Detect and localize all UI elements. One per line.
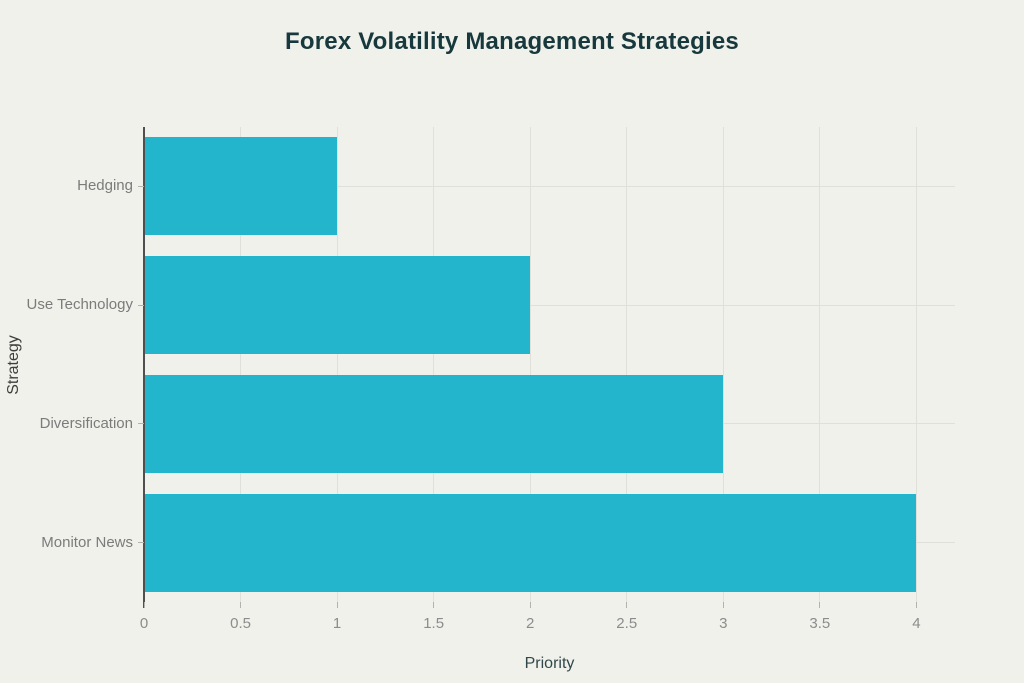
y-tick-mark [138, 185, 144, 187]
y-tick-mark [138, 304, 144, 306]
x-gridline [722, 127, 724, 602]
x-tick-mark [240, 602, 242, 608]
bar-monitor-news[interactable] [144, 493, 917, 592]
x-tick-label: 0.5 [230, 615, 251, 632]
x-tick-label: 2 [526, 615, 535, 632]
x-gridline [336, 127, 338, 602]
y-tick-label: Hedging [77, 177, 133, 195]
x-tick-mark [529, 602, 531, 608]
x-tick-mark [626, 602, 628, 608]
x-tick-label: 1 [332, 615, 342, 632]
y-axis-title: Strategy [5, 334, 22, 395]
bar-diversification[interactable] [144, 374, 724, 473]
y-gridline [144, 185, 955, 187]
y-tick-mark [138, 423, 144, 425]
x-tick-label: 2.5 [616, 615, 638, 632]
bar-use-technology[interactable] [144, 256, 531, 355]
x-tick-mark [722, 602, 724, 608]
x-gridline [433, 127, 435, 602]
plot-area [143, 127, 955, 608]
chart-title: Forex Volatility Management Strategies [285, 28, 739, 55]
x-gridline [240, 127, 242, 602]
x-tick-label: 0 [139, 615, 149, 632]
x-tick-label: 3 [719, 615, 728, 632]
x-tick-mark [143, 602, 145, 608]
y-gridline [144, 304, 955, 306]
x-gridline [626, 127, 628, 602]
x-axis-title: Priority [524, 655, 575, 672]
x-tick-mark [433, 602, 435, 608]
x-gridline [529, 127, 531, 602]
y-tick-mark [138, 542, 144, 544]
x-gridline [915, 127, 917, 602]
x-tick-label: 1.5 [423, 615, 445, 632]
y-axis-line [143, 127, 145, 608]
x-tick-mark [336, 602, 338, 608]
x-gridline [819, 127, 821, 602]
x-tick-mark [819, 602, 821, 608]
x-tick-mark [915, 602, 917, 608]
x-tick-label: 4 [912, 615, 921, 632]
y-tick-label: Monitor News [41, 533, 133, 551]
y-tick-label: Diversification [39, 414, 133, 432]
y-tick-label: Use Technology [26, 296, 133, 314]
x-tick-label: 3.5 [809, 615, 831, 632]
bar-hedging[interactable] [144, 137, 338, 236]
